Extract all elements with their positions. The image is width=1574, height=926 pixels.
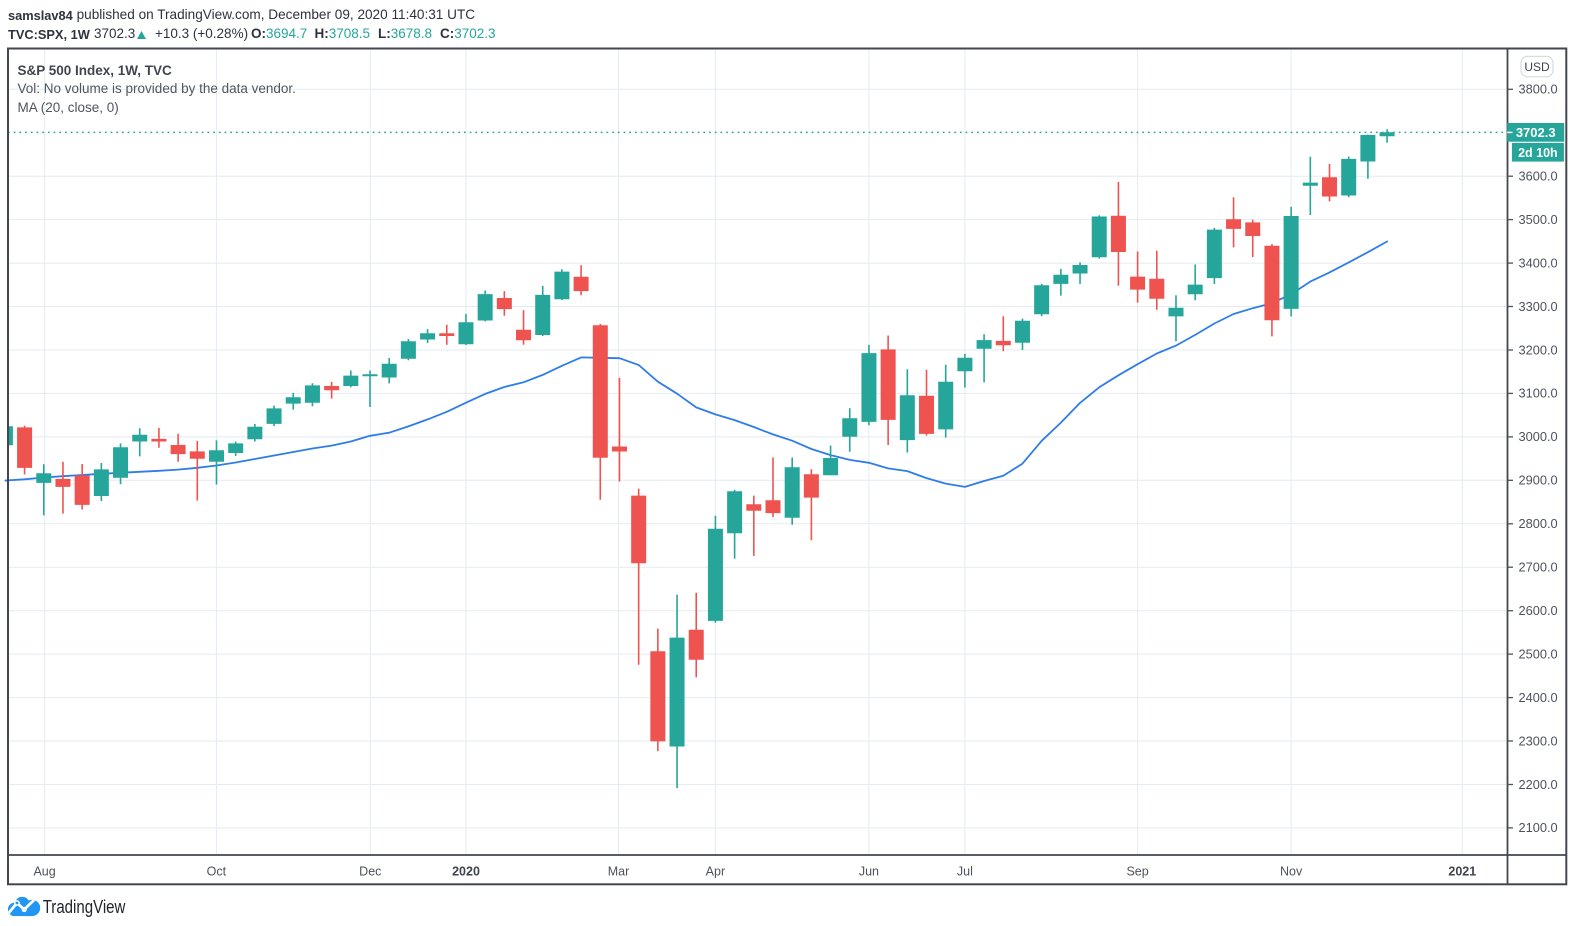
svg-text:3600.0: 3600.0 (1519, 169, 1558, 184)
svg-text:2100.0: 2100.0 (1519, 820, 1558, 835)
svg-text:3702.3: 3702.3 (1516, 125, 1556, 140)
svg-text:2800.0: 2800.0 (1519, 516, 1558, 531)
svg-text:3200.0: 3200.0 (1519, 342, 1558, 357)
svg-text:USD: USD (1524, 60, 1550, 74)
svg-text:2020: 2020 (452, 865, 480, 879)
svg-text:Aug: Aug (33, 865, 55, 879)
svg-text:TradingView: TradingView (43, 897, 127, 917)
svg-text:2600.0: 2600.0 (1519, 603, 1558, 618)
svg-text:2021: 2021 (1448, 865, 1476, 879)
svg-text:2400.0: 2400.0 (1519, 690, 1558, 705)
svg-text:2900.0: 2900.0 (1519, 473, 1558, 488)
svg-text:2d 10h: 2d 10h (1518, 146, 1558, 160)
svg-text:2500.0: 2500.0 (1519, 646, 1558, 661)
svg-text:3000.0: 3000.0 (1519, 429, 1558, 444)
svg-text:3400.0: 3400.0 (1519, 255, 1558, 270)
svg-text:Mar: Mar (608, 865, 630, 879)
svg-text:2200.0: 2200.0 (1519, 777, 1558, 792)
svg-text:Nov: Nov (1280, 865, 1303, 879)
svg-text:Apr: Apr (706, 865, 725, 879)
svg-text:Jul: Jul (957, 865, 973, 879)
svg-text:Oct: Oct (207, 865, 227, 879)
svg-text:3100.0: 3100.0 (1519, 386, 1558, 401)
svg-text:3300.0: 3300.0 (1519, 299, 1558, 314)
svg-text:3500.0: 3500.0 (1519, 212, 1558, 227)
svg-text:3800.0: 3800.0 (1519, 82, 1558, 97)
svg-text:2300.0: 2300.0 (1519, 733, 1558, 748)
svg-text:2700.0: 2700.0 (1519, 560, 1558, 575)
svg-text:Sep: Sep (1126, 865, 1148, 879)
svg-text:Jun: Jun (859, 865, 879, 879)
svg-text:Dec: Dec (359, 865, 381, 879)
